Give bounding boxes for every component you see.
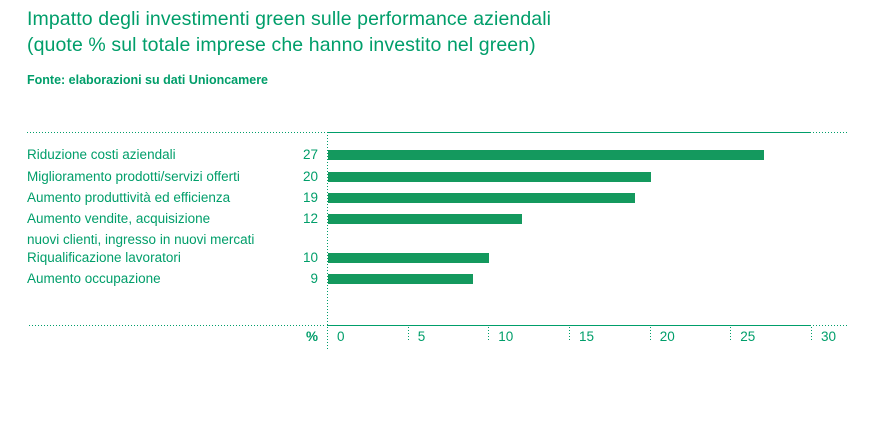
bar: [328, 213, 522, 224]
category-label: Aumento vendite, acquisizione: [27, 210, 211, 226]
value-label: 19: [302, 190, 318, 205]
bar: [328, 150, 764, 160]
value-label: 27: [302, 147, 318, 162]
source-note: Fonte: elaborazioni su dati Unioncamere: [27, 73, 269, 87]
value-label: 9: [310, 271, 318, 286]
x-axis-tick: [407, 327, 409, 342]
x-axis-dotted-left: [29, 325, 325, 326]
category-label: Miglioramento prodotti/servizi offerti: [27, 168, 240, 184]
bar: [328, 274, 474, 284]
x-axis-tick: [569, 327, 570, 342]
x-axis-tick-label: 25: [740, 329, 756, 344]
chart-title-line1: Impatto degli investimenti green sulle p…: [27, 8, 552, 30]
chart-title: Impatto degli investimenti green sulle p…: [27, 6, 551, 58]
x-axis-tick-label: 30: [821, 329, 837, 344]
x-axis-tick-label: 0: [337, 329, 345, 344]
x-axis-tick-label: 5: [417, 329, 426, 344]
top-boundary-dotted-right: [813, 132, 848, 133]
category-label: Aumento occupazione: [27, 271, 161, 286]
x-axis-tick: [811, 327, 812, 342]
x-axis-tick: [488, 327, 490, 342]
x-axis-unit-label: %: [305, 329, 318, 344]
x-axis-dotted-right: [813, 325, 848, 326]
value-label: 10: [302, 250, 318, 265]
x-axis-line: [327, 325, 811, 326]
category-label: Riqualificazione lavoratori: [27, 250, 181, 265]
value-label: 20: [302, 168, 318, 184]
bar: [328, 171, 651, 182]
bar-chart: % Riduzione costi aziendali 27 Miglioramen…: [27, 132, 848, 362]
category-label: nuovi clienti, ingresso in nuovi mercati: [27, 232, 255, 247]
x-axis-tick-label: 10: [498, 329, 514, 344]
top-boundary-solid: [327, 132, 811, 133]
zero-axis-line: [327, 132, 328, 350]
x-axis-tick-label: 15: [579, 329, 595, 344]
top-boundary-dotted-left: [27, 132, 325, 133]
bar: [328, 253, 490, 263]
x-axis-tick: [730, 327, 732, 342]
category-label: Riduzione costi aziendali: [27, 147, 176, 162]
x-axis-tick: [649, 327, 651, 342]
value-label: 12: [302, 210, 318, 226]
chart-title-line2: (quote % sul totale imprese che hanno in…: [27, 34, 536, 56]
bar: [328, 193, 635, 203]
x-axis-tick-label: 20: [659, 329, 675, 344]
category-label: Aumento produttività ed efficienza: [27, 190, 231, 205]
